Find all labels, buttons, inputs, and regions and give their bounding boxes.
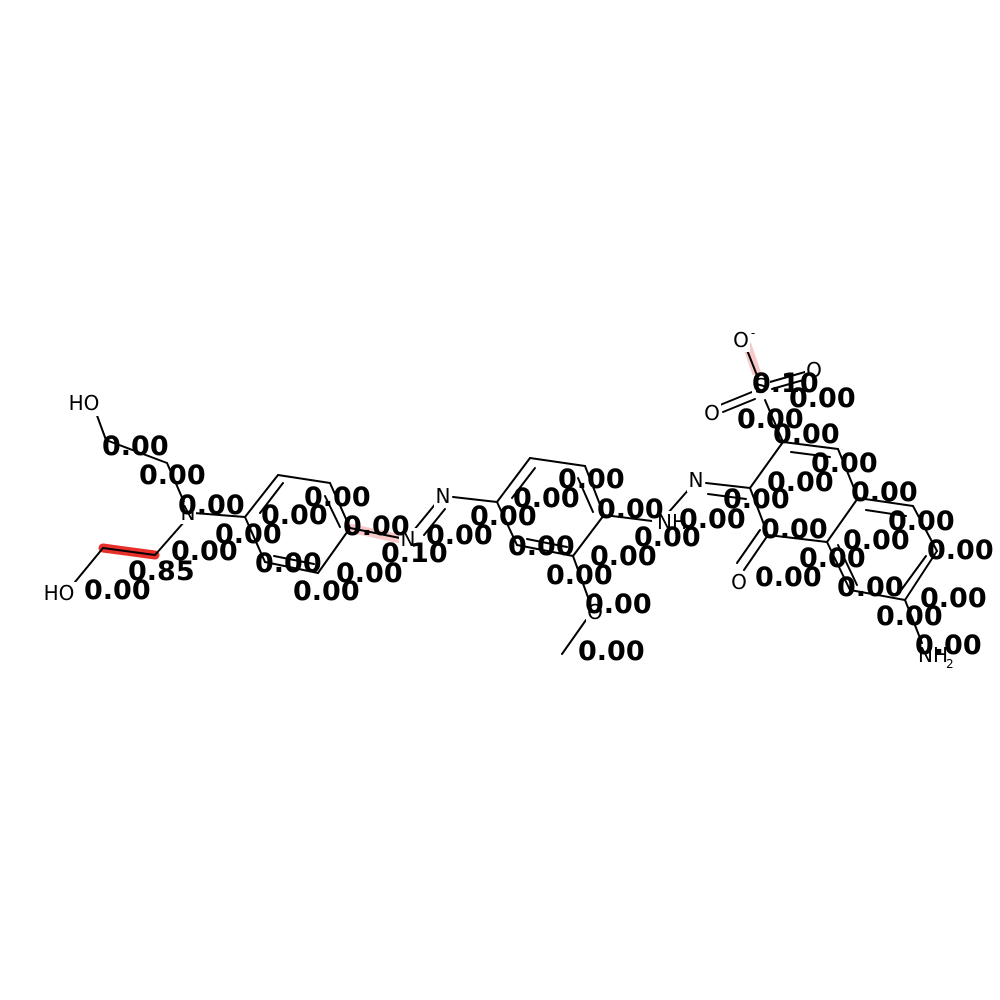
atom-n-amine: N: [181, 501, 196, 525]
score-label: 0.00: [590, 541, 657, 572]
score-label: 0.00: [773, 419, 840, 450]
atom-nh2: NH: [918, 643, 948, 667]
score-label: 0.00: [679, 504, 746, 535]
score-label: 0.00: [876, 601, 943, 632]
score-label: 0.00: [343, 511, 410, 542]
score-label: 0.00: [851, 477, 918, 508]
score-label: 0.85: [128, 556, 195, 587]
atom-nh2-subscript: 2: [946, 657, 954, 671]
score-label: 0.00: [546, 560, 613, 591]
score-label: 0.00: [513, 483, 580, 514]
atom-nh-hydrazone: NH: [657, 510, 687, 534]
score-label: 0.00: [585, 589, 652, 620]
score-label: 0.00: [597, 494, 664, 525]
score-label: 0.00: [171, 536, 238, 567]
score-label: 0.00: [634, 522, 701, 553]
atom-n-azo-b: N: [436, 484, 451, 508]
atom-ho-bottom: HO: [44, 581, 75, 605]
score-label: 0.00: [139, 460, 206, 491]
score-label: 0.00: [723, 484, 790, 515]
score-label: 0.00: [558, 464, 625, 495]
score-label: 0.00: [470, 501, 537, 532]
score-label: 0.00: [737, 404, 804, 435]
score-label: 0.00: [837, 572, 904, 603]
score-label: 0.00: [304, 482, 371, 513]
atom-s-sulfo: S: [755, 374, 768, 398]
score-label: 0.00: [261, 500, 328, 531]
atom-n-hydrazone: N: [689, 468, 704, 492]
score-label: 0.00: [336, 558, 403, 589]
atom-labels: HO HO N N N NH N O O - S O O O NH 2: [42, 326, 958, 671]
score-label: 0.00: [843, 525, 910, 556]
score-label: 0.00: [811, 448, 878, 479]
score-label: 0.00: [578, 636, 645, 667]
score-label: 0.00: [755, 562, 822, 593]
score-label: 0.00: [178, 490, 245, 521]
score-label: 0.00: [767, 467, 834, 498]
score-label: 0.00: [761, 514, 828, 545]
score-label: 0.00: [215, 519, 282, 550]
score-label: 0.00: [888, 506, 955, 537]
score-label: 0.00: [102, 431, 169, 462]
atom-o-carbonyl: O: [731, 570, 747, 594]
score-label: 0.10: [752, 368, 819, 399]
atom-n-azo-a: N: [401, 527, 416, 551]
score-label: 0.00: [789, 383, 856, 414]
score-label: 0.00: [84, 575, 151, 606]
score-label: 0.00: [920, 583, 987, 614]
score-label: 0.00: [508, 531, 575, 562]
score-label: 0.00: [426, 520, 493, 551]
score-labels: 0.00 0.00 0.00 0.00 0.00 0.00 0.85 0.00 …: [84, 368, 994, 667]
atom-o-minus-charge: -: [751, 326, 755, 340]
atom-o-methoxy: O: [587, 600, 603, 624]
bond-lines: [74, 349, 938, 655]
atom-o-sulfo-left: O: [704, 401, 720, 425]
atom-o-sulfo-right: O: [806, 358, 822, 382]
atom-ho-top: HO: [69, 391, 100, 415]
score-label: 0.00: [799, 543, 866, 574]
score-label: 0.00: [927, 535, 994, 566]
score-label-nh2: 0.00: [915, 630, 982, 661]
score-label: 0.10: [381, 538, 448, 569]
score-label: 0.00: [293, 576, 360, 607]
score-label: 0.00: [255, 548, 322, 579]
atom-o-minus: O: [733, 328, 749, 352]
